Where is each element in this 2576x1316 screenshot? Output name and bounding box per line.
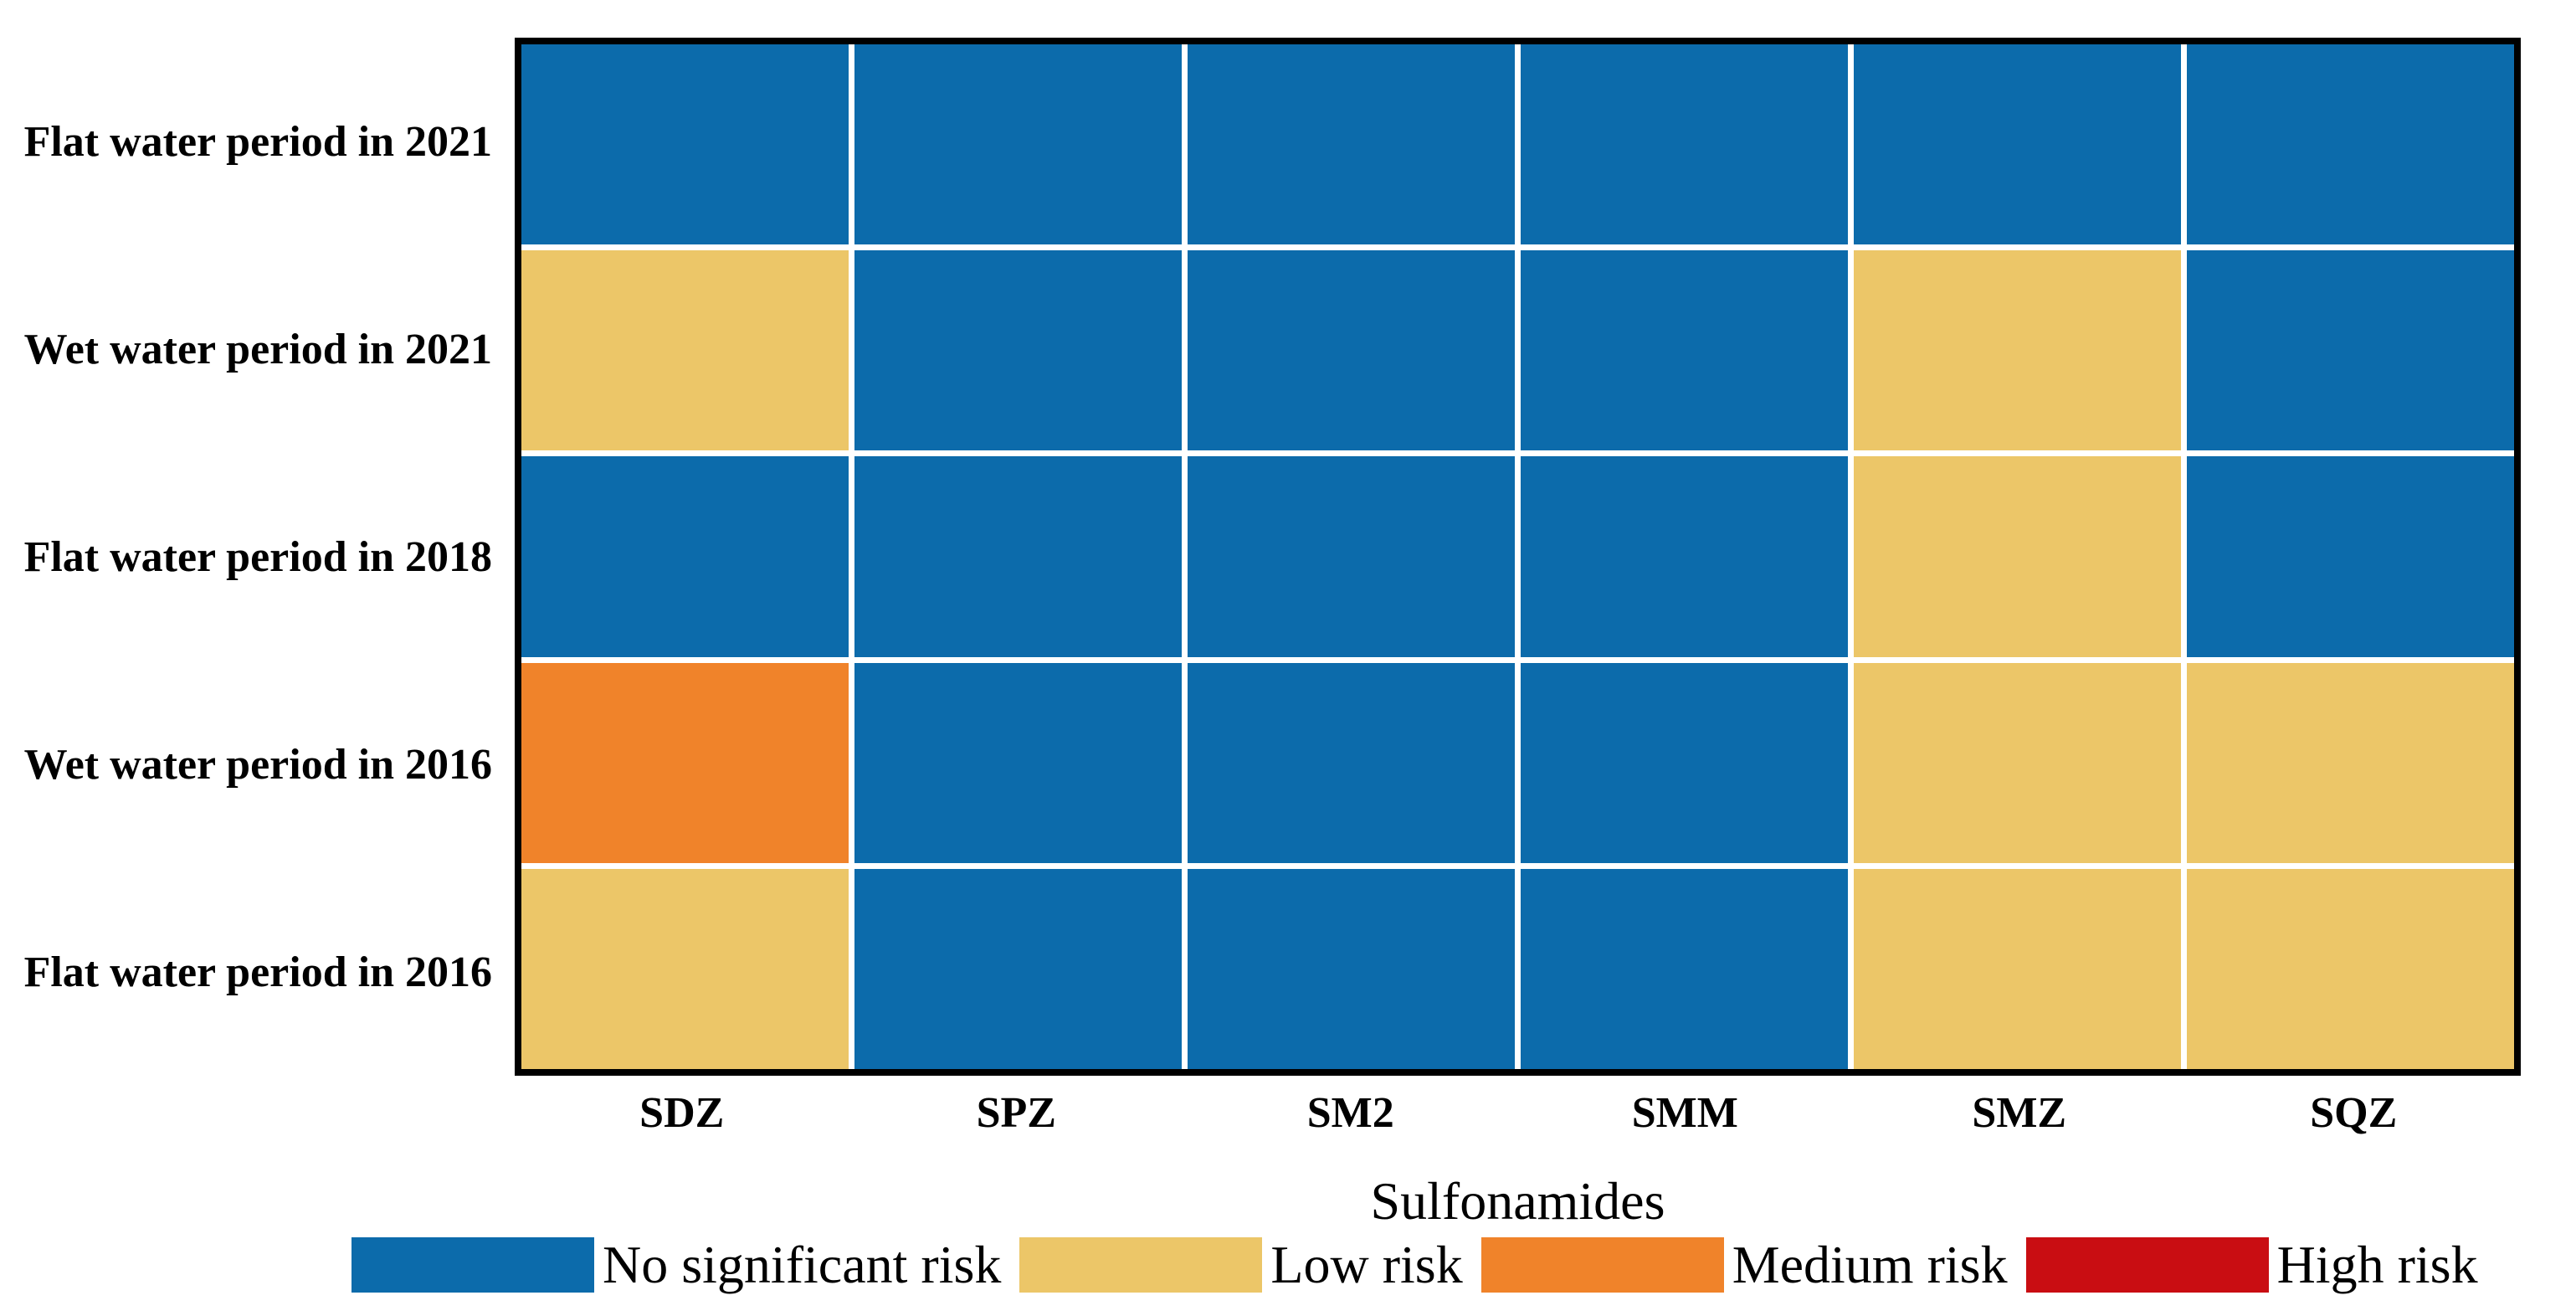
heatmap-cell <box>521 662 849 863</box>
legend-label: No significant risk <box>603 1235 1002 1294</box>
row-label: Wet water period in 2016 <box>23 740 492 789</box>
heatmap-cell <box>1188 44 1515 245</box>
y-axis-tick-labels: Flat water period in 2021 Wet water perio… <box>0 38 492 1076</box>
col-label: SMM <box>1631 1088 1738 1137</box>
x-axis-tick-labels: SDZ SPZ SM2 SMM SMZ SQZ <box>515 1087 2521 1139</box>
plot-area <box>515 38 2521 1076</box>
col-label: SM2 <box>1306 1088 1394 1137</box>
heatmap-cell <box>1854 868 2181 1069</box>
heatmap-cell <box>1188 456 1515 657</box>
heatmap-cell <box>1521 456 1848 657</box>
legend: No significant risk Low risk Medium risk Hi… <box>352 1234 2496 1296</box>
row-label: Flat water period in 2018 <box>23 532 492 581</box>
heatmap-cell <box>1188 250 1515 451</box>
heatmap-grid <box>521 44 2514 1069</box>
heatmap-cell <box>854 250 1182 451</box>
col-label: SDZ <box>639 1088 725 1137</box>
heatmap-cell <box>2187 662 2514 863</box>
heatmap-cell <box>1854 44 2181 245</box>
heatmap-cell <box>1854 250 2181 451</box>
heatmap-cell <box>1521 250 1848 451</box>
heatmap-cell <box>1854 456 2181 657</box>
legend-swatch <box>352 1237 594 1293</box>
row-label: Flat water period in 2021 <box>23 117 492 166</box>
legend-label: Medium risk <box>1732 1235 2008 1294</box>
x-axis-title: Sulfonamides <box>1370 1171 1665 1231</box>
heatmap-cell <box>1521 868 1848 1069</box>
heatmap-cell <box>521 868 849 1069</box>
legend-label: High risk <box>2276 1235 2478 1294</box>
legend-swatch <box>1019 1237 1263 1293</box>
legend-item: Low risk <box>1019 1234 1463 1296</box>
heatmap-cell <box>2187 44 2514 245</box>
col-label: SPZ <box>976 1088 1056 1137</box>
legend-item: Medium risk <box>1480 1234 2008 1296</box>
row-label: Flat water period in 2016 <box>23 948 492 996</box>
heatmap-cell <box>521 250 849 451</box>
heatmap-cell <box>854 662 1182 863</box>
legend-swatch <box>2025 1237 2269 1293</box>
heatmap-cell <box>521 44 849 245</box>
heatmap-cell <box>2187 250 2514 451</box>
heatmap-cell <box>854 868 1182 1069</box>
heatmap-cell <box>2187 456 2514 657</box>
heatmap-cell <box>2187 868 2514 1069</box>
legend-swatch <box>1480 1237 1724 1293</box>
heatmap-cell <box>1188 868 1515 1069</box>
heatmap-cell <box>521 456 849 657</box>
heatmap-cell <box>1521 44 1848 245</box>
heatmap-cell <box>1854 662 2181 863</box>
col-label: SMZ <box>1972 1088 2067 1137</box>
heatmap-cell <box>1521 662 1848 863</box>
legend-item: High risk <box>2025 1234 2478 1296</box>
legend-item: No significant risk <box>352 1234 1001 1296</box>
heatmap-cell <box>854 456 1182 657</box>
col-label: SQZ <box>2310 1088 2398 1137</box>
heatmap-cell <box>1188 662 1515 863</box>
heatmap-cell <box>854 44 1182 245</box>
row-label: Wet water period in 2021 <box>23 325 492 373</box>
legend-label: Low risk <box>1270 1235 1463 1294</box>
